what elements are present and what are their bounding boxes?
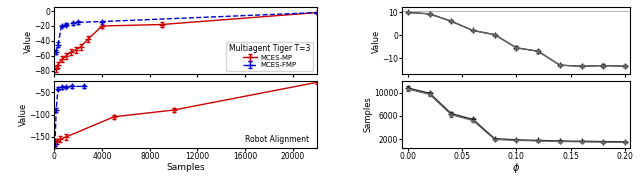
Legend: MCES-MP, MCES-FMP: MCES-MP, MCES-FMP [226,42,313,71]
Y-axis label: Value: Value [372,29,381,53]
Y-axis label: Samples: Samples [364,97,372,132]
X-axis label: ϕ: ϕ [513,163,520,173]
X-axis label: Samples: Samples [166,163,205,171]
Y-axis label: Value: Value [24,29,33,53]
Text: Robot Alignment: Robot Alignment [244,135,308,144]
Y-axis label: Value: Value [19,103,28,126]
